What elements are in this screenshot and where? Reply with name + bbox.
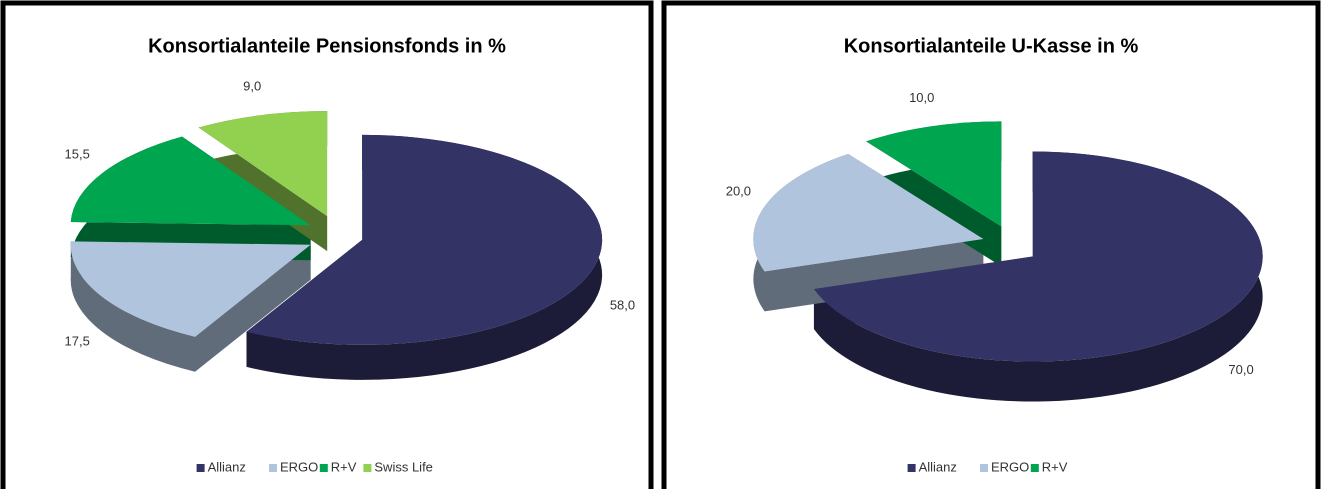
legend-swatch: [1030, 464, 1039, 472]
slice: [246, 134, 603, 345]
data-label: 9,0: [243, 79, 261, 94]
data-label: 17,5: [65, 334, 90, 349]
legend-swatch: [980, 464, 988, 472]
slice: [198, 111, 328, 217]
legend-label: Allianz: [919, 459, 957, 474]
legend-swatch: [907, 464, 916, 472]
slice: [753, 153, 984, 272]
slice: [70, 136, 311, 226]
chart-title: Konsortialanteile U-Kasse in %: [844, 35, 1139, 57]
legend-label: Allianz: [208, 459, 246, 474]
slice: [813, 151, 1263, 362]
legend-label: R+V: [331, 459, 357, 474]
chart-title: Konsortialanteile Pensionsfonds in %: [148, 35, 506, 57]
legend-label: Swiss Life: [374, 459, 433, 474]
data-label: 20,0: [726, 183, 751, 198]
data-label: 10,0: [909, 90, 934, 105]
data-label: 58,0: [610, 298, 635, 313]
slice: [70, 241, 311, 337]
data-label: 15,5: [65, 146, 90, 161]
legend-swatch: [196, 464, 205, 472]
data-label: 70,0: [1228, 362, 1253, 377]
legend-label: ERGO: [991, 459, 1029, 474]
legend-label: ERGO: [280, 459, 318, 474]
legend-swatch: [319, 464, 328, 472]
slice: [866, 121, 1002, 227]
legend-swatch: [363, 464, 372, 472]
legend-label: R+V: [1042, 459, 1068, 474]
slice-side: [246, 134, 603, 380]
legend-swatch: [269, 464, 277, 472]
